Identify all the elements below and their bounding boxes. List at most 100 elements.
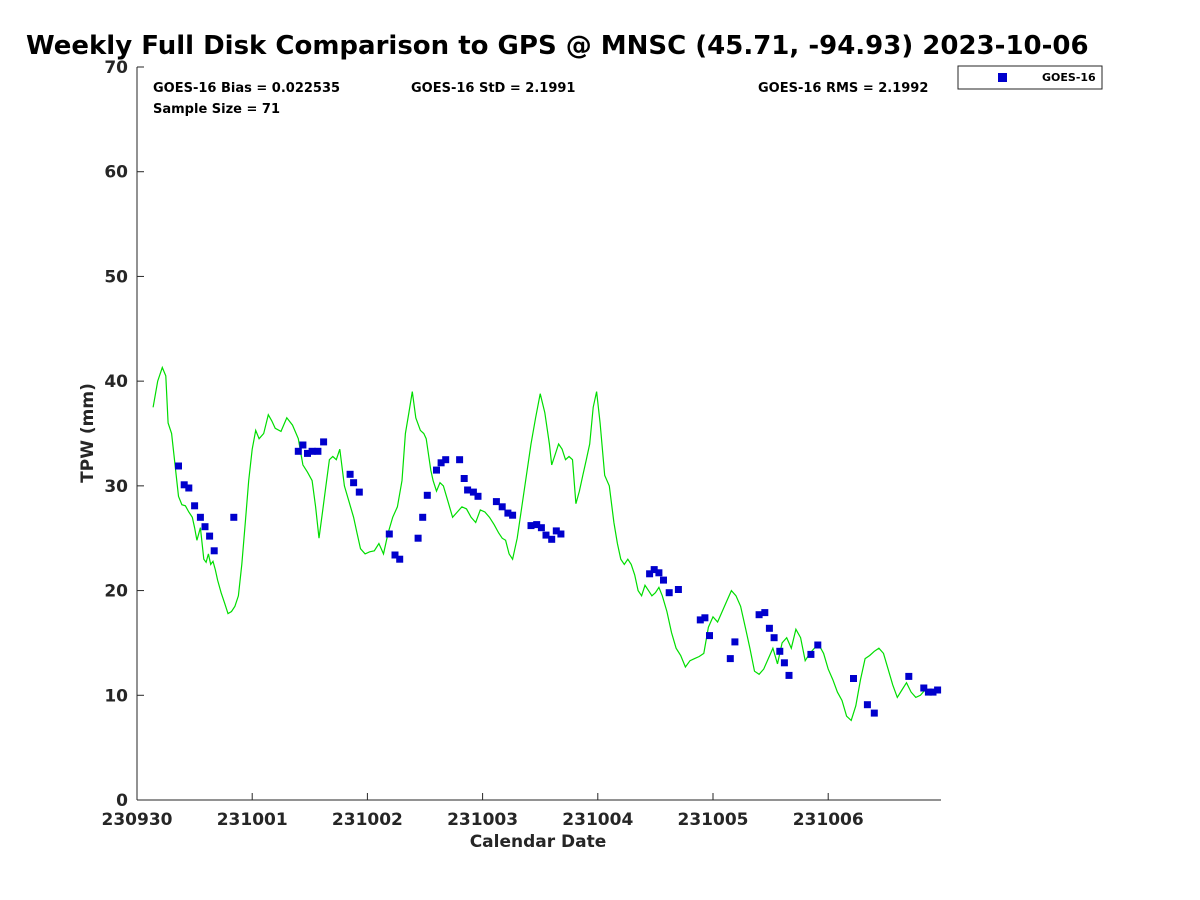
y-tick-label: 40 [104,372,128,392]
stat-bias: GOES-16 Bias = 0.022535 [153,81,340,96]
goes16-point [870,709,878,717]
goes16-point [863,701,871,709]
x-axis-ticks: 230930 231001 231002 231003 231004 231005 2310… [102,793,864,830]
goes16-point [492,498,500,506]
goes16-point [674,586,682,593]
goes16-point [765,624,773,632]
legend-label: GOES-16 [1042,71,1096,84]
goes16-point [929,688,937,696]
goes16-point [185,484,193,492]
legend-box [957,65,1103,90]
goes16-point [504,509,512,517]
goes16-point [807,650,815,658]
goes16-point [350,479,358,487]
goes16-point [533,521,541,529]
goes16-point [304,449,311,457]
x-tick-label: 231004 [562,810,633,830]
goes16-point [191,502,199,510]
goes16-point [201,523,209,531]
goes16-point [731,638,739,646]
goes16-point [557,530,565,538]
goes16-point [785,671,793,679]
goes16-point [655,569,663,577]
goes16-point [776,647,784,655]
y-tick-label: 20 [104,582,128,602]
legend: GOES-16 [957,65,1103,90]
stat-sample-size: Sample Size = 71 [153,102,280,117]
y-axis-label: TPW (mm) [78,383,98,483]
goes16-point [537,524,545,532]
goes16-point [196,513,204,521]
goes16-point [464,486,472,494]
goes16-point [755,611,763,619]
goes16-point [761,609,769,617]
goes16-point [469,488,477,496]
x-tick-label: 231005 [678,810,749,830]
goes16-point [706,632,713,640]
goes16-point [210,547,218,555]
x-tick-label: 230930 [102,810,173,830]
goes16-point [414,534,422,542]
goes16-point [527,522,535,530]
goes16-point [320,438,328,446]
goes16-point [660,576,667,584]
goes16-point [419,513,427,521]
goes16-point [920,684,928,692]
goes16-point [701,614,709,622]
goes16-point [548,535,556,543]
x-tick-label: 231002 [332,810,403,830]
goes16-point [780,659,788,667]
x-tick-label: 231003 [447,810,518,830]
goes16-point [294,447,302,455]
goes16-point [474,492,482,500]
y-tick-label: 50 [104,267,128,287]
goes16-point [308,447,316,455]
goes16-point [934,686,942,694]
goes16-point [542,531,550,539]
goes16-point [498,503,506,511]
goes16-point [552,527,560,535]
goes16-point [456,456,464,464]
goes16-point [433,466,440,474]
goes16-point [355,488,363,496]
stat-rms: GOES-16 RMS = 2.1992 [758,81,928,96]
stat-std: GOES-16 StD = 2.1991 [411,81,575,96]
goes16-point [460,475,468,482]
gps-series-line [152,365,935,722]
goes16-point [924,688,932,696]
x-axis-label: Calendar Date [470,832,607,852]
chart-title: Weekly Full Disk Comparison to GPS @ MNS… [26,31,1089,61]
goes16-point [385,530,393,538]
goes16-point [509,511,517,519]
goes16-point [396,555,404,563]
goes16-point [299,441,307,449]
goes16-point [230,513,238,521]
goes16-point [726,655,734,663]
goes16-point [665,589,673,597]
legend-marker [998,73,1007,82]
goes16-point [175,462,182,470]
goes16-point [696,616,704,624]
x-tick-label: 231001 [217,810,288,830]
goes16-point [391,551,399,559]
goes16-point [346,470,354,478]
y-tick-label: 30 [104,477,128,497]
goes16-point [442,456,450,464]
y-tick-label: 70 [104,58,128,78]
goes16-point [314,447,322,455]
goes16-point [770,634,778,642]
x-tick-label: 231006 [793,810,864,830]
y-tick-label: 60 [104,163,128,183]
goes16-point [814,641,822,649]
goes16-point [180,481,188,489]
y-tick-label: 10 [104,686,128,706]
goes16-point [437,459,445,467]
goes16-point [206,532,214,540]
goes16-point [850,675,857,682]
goes16-point [650,566,658,574]
goes16-point [905,672,913,680]
goes16-series [175,438,942,717]
y-axis-ticks: 0 10 20 30 40 50 60 70 [104,58,144,811]
goes16-point [423,491,431,499]
